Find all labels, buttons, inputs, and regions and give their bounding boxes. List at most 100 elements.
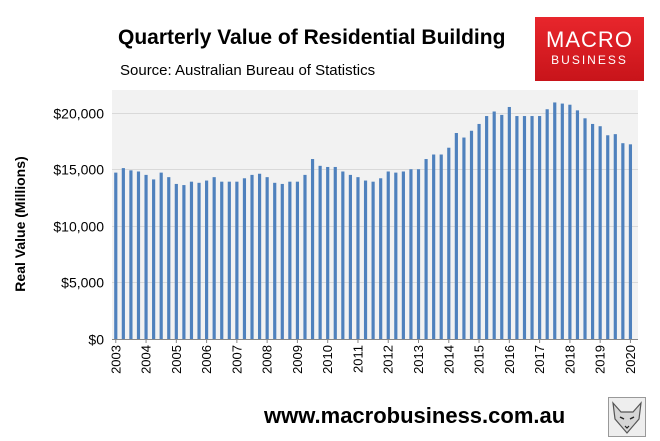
bar <box>545 109 549 340</box>
chart-source: Source: Australian Bureau of Statistics <box>120 62 376 79</box>
bar <box>288 181 292 339</box>
bar-chart: $0$5,000$10,000$15,000$20,000 2003 2004 20… <box>53 90 638 374</box>
y-tick-label: $20,000 <box>53 106 104 122</box>
bar <box>568 104 572 340</box>
bar <box>447 147 451 339</box>
footer-url[interactable]: www.macrobusiness.com.au <box>264 403 566 428</box>
bar <box>318 165 322 339</box>
chart-title: Quarterly Value of Residential Building <box>118 26 506 49</box>
bar <box>424 159 428 339</box>
bar <box>159 172 163 339</box>
bar <box>167 177 171 339</box>
bar <box>310 159 315 339</box>
bar <box>356 177 360 339</box>
bar <box>575 110 580 340</box>
bar <box>197 182 201 339</box>
x-tick-label: 2010 <box>320 345 335 374</box>
bar <box>250 174 254 339</box>
x-tick-label: 2011 <box>351 345 366 373</box>
logo-line-1: MACRO <box>546 27 633 52</box>
bar <box>235 181 239 339</box>
x-tick-label: 2004 <box>139 345 154 374</box>
bar <box>371 181 375 339</box>
bar <box>628 144 633 339</box>
bar <box>500 114 504 340</box>
bar <box>477 123 481 339</box>
logo-line-2: BUSINESS <box>551 53 628 67</box>
bar <box>212 177 216 339</box>
bar <box>144 174 148 339</box>
x-tick-label: 2019 <box>593 345 608 374</box>
y-tick-label: $5,000 <box>61 275 104 291</box>
bar <box>454 133 458 339</box>
bar <box>348 174 352 339</box>
bar <box>591 123 595 339</box>
bar <box>485 116 489 339</box>
bar <box>257 173 262 339</box>
bar <box>189 181 194 339</box>
bar <box>507 106 511 339</box>
x-tick-label: 2006 <box>199 345 214 374</box>
bar <box>341 171 345 339</box>
x-tick-label: 2003 <box>108 345 123 374</box>
bar <box>182 185 186 339</box>
bar <box>394 172 398 339</box>
x-tick-label: 2020 <box>623 345 638 374</box>
bar <box>432 154 436 339</box>
bar <box>621 143 625 339</box>
x-axis-ticks: 2003 2004 2005 2006 2007 2008 2009 2010 2011 2012… <box>108 339 638 374</box>
y-tick-label: $15,000 <box>53 162 104 178</box>
x-tick-label: 2018 <box>562 345 577 374</box>
x-tick-label: 2016 <box>502 345 517 374</box>
bar <box>522 116 527 339</box>
y-tick-label: $10,000 <box>53 219 104 235</box>
bar <box>114 172 118 339</box>
bar <box>152 179 156 339</box>
bar <box>129 170 133 339</box>
bar <box>220 181 224 339</box>
y-axis-ticks: $0 $5,000 $10,000 $15,000 $20,000 <box>53 106 104 348</box>
fox-mascot-icon <box>608 397 646 437</box>
bar <box>242 178 247 339</box>
x-tick-label: 2014 <box>441 345 456 374</box>
bar <box>379 178 383 339</box>
bar <box>295 181 300 339</box>
macrobusiness-logo: MACRO BUSINESS <box>535 17 644 81</box>
bar <box>530 116 534 339</box>
bar <box>363 180 368 339</box>
gridlines <box>112 113 638 283</box>
bar <box>560 103 564 339</box>
bars <box>114 102 633 340</box>
bar <box>462 137 466 339</box>
x-tick-label: 2009 <box>290 345 305 374</box>
bar <box>205 180 209 339</box>
bar <box>174 183 178 339</box>
bar <box>598 126 602 339</box>
bar <box>439 154 443 339</box>
bar <box>583 118 587 339</box>
bar <box>409 169 413 339</box>
bar <box>326 166 330 339</box>
x-tick-label: 2015 <box>472 345 487 374</box>
bar <box>333 166 337 339</box>
bar <box>553 102 557 339</box>
x-tick-label: 2012 <box>381 345 396 374</box>
y-tick-label: $0 <box>88 332 104 348</box>
bar <box>416 169 421 339</box>
bar <box>606 135 610 339</box>
bar <box>613 134 617 339</box>
bar <box>265 177 269 339</box>
bar <box>469 130 474 339</box>
x-tick-label: 2013 <box>411 345 426 374</box>
x-tick-label: 2008 <box>260 345 275 374</box>
bar <box>227 181 231 339</box>
bar <box>515 116 519 339</box>
x-tick-label: 2007 <box>229 345 244 374</box>
bar <box>280 183 284 339</box>
bar <box>136 171 141 339</box>
bar <box>401 171 405 339</box>
bar <box>121 168 125 339</box>
x-tick-label: 2005 <box>169 345 184 374</box>
x-tick-label: 2017 <box>532 345 547 374</box>
bar <box>492 111 496 339</box>
